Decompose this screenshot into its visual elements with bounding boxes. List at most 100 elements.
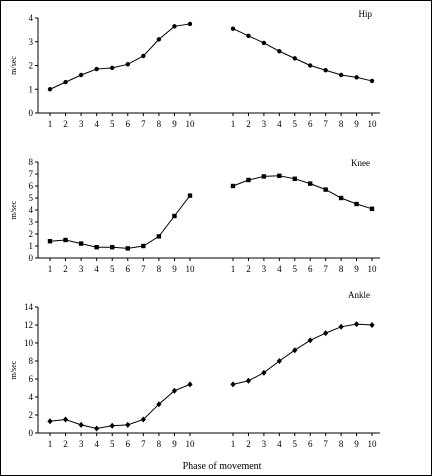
data-point <box>369 206 375 211</box>
x-tick-label: 2 <box>63 439 68 449</box>
x-tick-label: 10 <box>368 119 378 129</box>
data-point <box>172 213 177 219</box>
y-tick-label: 4 <box>29 13 34 23</box>
data-point <box>94 425 100 432</box>
data-point <box>353 321 360 328</box>
data-point <box>47 418 53 425</box>
data-point <box>140 416 146 423</box>
data-point <box>78 72 84 78</box>
y-tick-label: 8 <box>29 157 34 167</box>
x-tick-label: 2 <box>63 119 68 129</box>
x-tick-label: 7 <box>141 119 146 129</box>
data-point <box>109 422 115 429</box>
y-tick-label: 7 <box>29 169 34 179</box>
data-point <box>369 322 375 328</box>
x-tick-label: 7 <box>323 439 328 449</box>
data-point <box>354 75 359 80</box>
panel-title: Hip <box>359 9 373 19</box>
series-line <box>49 383 191 430</box>
x-tick-label: 9 <box>172 264 177 274</box>
y-tick-label: 2 <box>29 61 34 71</box>
data-point <box>277 173 282 178</box>
x-tick-label: 1 <box>231 264 236 274</box>
series-line <box>49 195 191 249</box>
x-tick-label: 5 <box>293 264 298 274</box>
data-point <box>323 187 328 192</box>
data-point <box>308 63 313 68</box>
data-point <box>261 40 267 46</box>
series-line <box>232 175 373 210</box>
y-tick-label: 2 <box>29 229 34 239</box>
x-tick-label: 1 <box>48 264 53 274</box>
x-tick-label: 8 <box>157 264 162 274</box>
data-point <box>354 201 359 207</box>
data-point <box>110 65 115 71</box>
data-point <box>369 78 375 84</box>
x-tick-label: 7 <box>323 264 328 274</box>
x-tick-label: 4 <box>94 119 99 129</box>
data-point <box>78 241 84 246</box>
y-tick-label: 0 <box>29 108 34 118</box>
data-point <box>141 53 146 59</box>
data-point <box>172 24 177 29</box>
series-line <box>232 28 373 82</box>
data-point <box>187 193 193 198</box>
data-point <box>125 62 130 67</box>
x-tick-label: 7 <box>141 264 146 274</box>
series-line <box>49 23 191 90</box>
x-tick-label: 3 <box>79 439 84 449</box>
data-point <box>276 358 282 364</box>
data-point <box>94 245 99 250</box>
x-tick-label: 9 <box>172 119 177 129</box>
x-tick-label: 3 <box>262 439 267 449</box>
x-tick-label: 1 <box>48 439 53 449</box>
data-point <box>261 174 267 179</box>
x-tick-label: 2 <box>63 264 68 274</box>
y-tick-label: 6 <box>29 181 34 191</box>
data-point <box>230 26 236 31</box>
x-tick-label: 9 <box>354 119 359 129</box>
data-point <box>125 246 130 251</box>
x-tick-label: 2 <box>246 439 251 449</box>
series-line <box>232 323 373 385</box>
data-point <box>94 66 99 72</box>
data-point <box>323 68 328 73</box>
data-point <box>338 195 344 201</box>
y-tick-label: 14 <box>24 302 34 312</box>
y-tick-label: 0 <box>29 428 34 438</box>
data-point <box>187 21 193 27</box>
x-tick-label: 7 <box>323 119 328 129</box>
x-tick-label: 2 <box>246 119 251 129</box>
x-tick-label: 10 <box>186 119 196 129</box>
x-tick-label: 1 <box>231 119 236 129</box>
x-tick-label: 8 <box>339 439 344 449</box>
x-tick-label: 10 <box>368 439 378 449</box>
y-tick-label: 6 <box>29 374 34 384</box>
data-point <box>110 245 115 250</box>
y-tick-label: 0 <box>29 253 34 263</box>
y-tick-label: 3 <box>29 37 34 47</box>
x-tick-label: 3 <box>262 264 267 274</box>
data-point <box>141 243 146 249</box>
data-point <box>292 176 297 181</box>
y-tick-label: 5 <box>29 193 34 203</box>
data-point <box>307 337 313 344</box>
y-tick-label: 12 <box>24 320 33 330</box>
x-tick-label: 5 <box>110 264 115 274</box>
x-tick-label: 3 <box>79 264 84 274</box>
x-tick-label: 6 <box>126 439 131 449</box>
data-point <box>245 377 252 384</box>
x-tick-label: 1 <box>48 119 53 129</box>
y-tick-label: 3 <box>29 217 34 227</box>
data-point <box>277 49 282 54</box>
y-tick-label: 4 <box>29 205 34 215</box>
data-point <box>230 381 236 388</box>
data-point <box>47 239 53 244</box>
y-tick-label: 1 <box>29 241 34 251</box>
data-point <box>63 79 68 85</box>
data-point <box>63 237 68 243</box>
x-tick-label: 8 <box>339 264 344 274</box>
data-point <box>156 37 162 42</box>
x-tick-label: 6 <box>126 119 131 129</box>
x-tick-label: 3 <box>79 119 84 129</box>
